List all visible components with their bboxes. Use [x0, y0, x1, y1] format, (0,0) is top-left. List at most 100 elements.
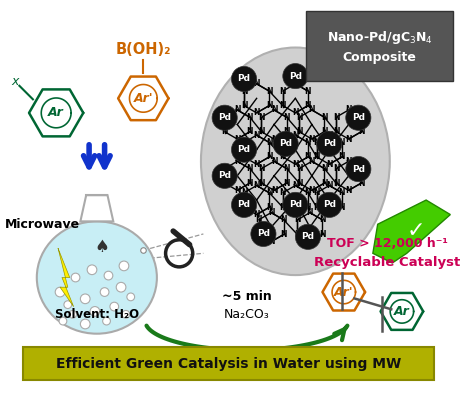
- Text: N: N: [321, 164, 328, 173]
- Text: N: N: [296, 113, 302, 122]
- Text: N: N: [280, 138, 286, 147]
- Text: N: N: [241, 188, 247, 197]
- Text: Pd: Pd: [237, 200, 251, 210]
- Text: N: N: [246, 113, 253, 122]
- Text: N: N: [313, 152, 320, 162]
- Text: Pd: Pd: [289, 72, 302, 81]
- Text: N: N: [241, 138, 247, 147]
- Circle shape: [119, 261, 129, 271]
- Text: N: N: [254, 181, 260, 190]
- Text: N: N: [296, 164, 302, 173]
- Text: N: N: [266, 188, 273, 197]
- Text: N: N: [326, 160, 333, 169]
- Polygon shape: [58, 249, 73, 307]
- Text: N: N: [326, 131, 333, 140]
- Text: ~5 min: ~5 min: [222, 291, 272, 303]
- Circle shape: [110, 302, 118, 311]
- Text: Pd: Pd: [301, 233, 314, 241]
- Circle shape: [273, 131, 298, 156]
- Text: N: N: [346, 157, 352, 166]
- Text: B(OH)₂: B(OH)₂: [116, 42, 171, 58]
- Text: Pd: Pd: [237, 75, 251, 83]
- Text: N: N: [254, 131, 260, 140]
- Text: N: N: [281, 215, 287, 224]
- Text: N: N: [292, 181, 299, 190]
- Ellipse shape: [37, 221, 157, 334]
- Text: N: N: [234, 135, 240, 143]
- Text: N: N: [313, 138, 320, 147]
- Circle shape: [122, 310, 130, 318]
- Text: N: N: [266, 87, 273, 96]
- Text: Pd: Pd: [257, 229, 270, 239]
- Circle shape: [127, 293, 135, 301]
- Text: N: N: [309, 106, 315, 114]
- Text: N: N: [319, 230, 326, 239]
- Text: Pd: Pd: [218, 113, 231, 122]
- Text: N: N: [266, 138, 273, 147]
- Text: N: N: [313, 188, 320, 197]
- Circle shape: [231, 137, 256, 162]
- Circle shape: [55, 287, 65, 297]
- Circle shape: [116, 283, 126, 292]
- Circle shape: [317, 192, 342, 218]
- Circle shape: [346, 105, 371, 130]
- Text: N: N: [258, 113, 265, 122]
- Text: N: N: [254, 210, 260, 219]
- Text: N: N: [280, 203, 286, 212]
- Text: N: N: [358, 164, 365, 173]
- Text: N: N: [221, 164, 228, 173]
- Text: N: N: [307, 208, 313, 217]
- Circle shape: [283, 192, 308, 218]
- Text: N: N: [346, 186, 352, 195]
- Text: N: N: [305, 188, 311, 197]
- Text: N: N: [241, 87, 247, 96]
- Text: N: N: [296, 179, 302, 188]
- Text: Solvent: H₂O: Solvent: H₂O: [55, 308, 139, 321]
- Text: N: N: [258, 127, 265, 136]
- Circle shape: [69, 310, 76, 318]
- Text: N: N: [280, 101, 286, 110]
- Text: N: N: [254, 79, 260, 88]
- Text: N: N: [305, 138, 311, 147]
- Text: N: N: [326, 210, 333, 219]
- Text: N: N: [333, 179, 339, 188]
- Text: Pd: Pd: [323, 200, 336, 210]
- Text: N: N: [255, 215, 262, 224]
- Circle shape: [81, 294, 90, 304]
- Text: N: N: [254, 108, 260, 117]
- Text: N: N: [309, 135, 315, 143]
- Text: Ar: Ar: [48, 106, 64, 119]
- Text: N: N: [255, 230, 262, 239]
- Text: N: N: [338, 138, 345, 147]
- Text: N: N: [292, 210, 299, 219]
- Circle shape: [251, 221, 276, 247]
- Circle shape: [317, 131, 342, 156]
- Text: N: N: [266, 101, 273, 110]
- Circle shape: [90, 307, 100, 316]
- Text: N: N: [326, 181, 333, 190]
- Circle shape: [346, 156, 371, 182]
- Text: N: N: [268, 237, 274, 246]
- Text: N: N: [241, 101, 247, 110]
- Text: N: N: [313, 203, 320, 212]
- Text: Pd: Pd: [237, 145, 251, 154]
- Text: N: N: [234, 106, 240, 114]
- Text: N: N: [271, 135, 277, 143]
- Circle shape: [81, 319, 90, 329]
- Text: N: N: [266, 203, 273, 212]
- Text: N: N: [241, 152, 247, 162]
- FancyBboxPatch shape: [23, 347, 434, 380]
- Text: N: N: [221, 113, 228, 122]
- Text: N: N: [283, 164, 290, 173]
- Text: N: N: [294, 215, 301, 224]
- Text: Ar': Ar': [334, 286, 354, 299]
- Text: N: N: [281, 230, 287, 239]
- Text: Recyclable Catalyst: Recyclable Catalyst: [314, 256, 461, 270]
- Text: N: N: [358, 113, 365, 122]
- Text: Microwave: Microwave: [5, 218, 80, 231]
- Text: N: N: [254, 160, 260, 169]
- Text: N: N: [292, 131, 299, 140]
- Text: N: N: [246, 127, 253, 136]
- Text: N: N: [305, 203, 311, 212]
- Text: N: N: [268, 208, 274, 217]
